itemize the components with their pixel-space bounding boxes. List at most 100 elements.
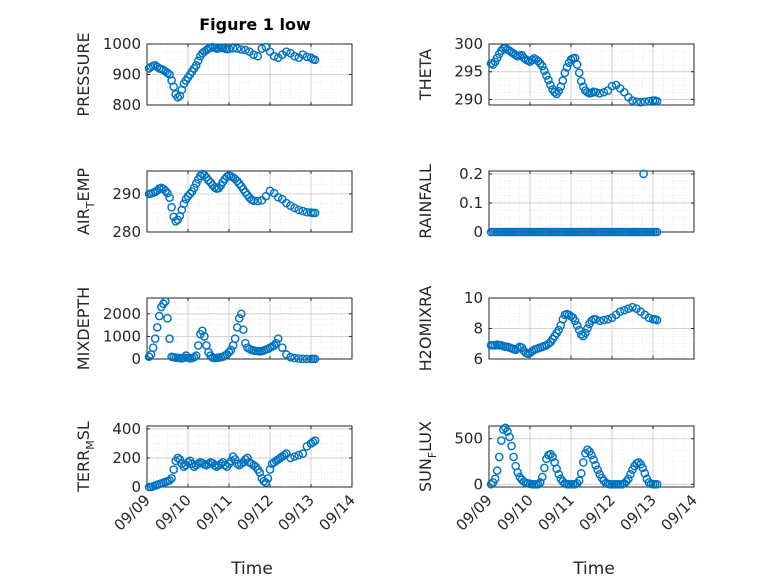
data-point: [572, 60, 582, 69]
data-point: [302, 207, 312, 217]
data-point: [161, 186, 170, 196]
y-tick-label: 400: [112, 420, 141, 438]
data-point: [163, 188, 172, 198]
data-point: [282, 47, 291, 56]
y-tick-label: 2000: [103, 305, 141, 323]
data-point: [228, 43, 238, 53]
data-point: [167, 473, 176, 483]
data-point: [269, 51, 279, 61]
data-point: [607, 81, 617, 91]
data-point: [273, 193, 283, 202]
data-point: [644, 96, 654, 106]
data-point: [243, 453, 252, 463]
data-point: [535, 478, 545, 487]
data-point: [191, 179, 201, 188]
data-point: [255, 468, 265, 477]
x-tick-label: 09/14: [316, 491, 359, 534]
data-point: [310, 208, 320, 218]
data-point: [591, 460, 600, 470]
data-point: [200, 332, 209, 341]
data-point: [554, 86, 564, 96]
data-point: [581, 328, 590, 338]
y-tick-label: 10: [464, 289, 483, 307]
data-point: [544, 75, 553, 85]
data-point: [644, 313, 654, 323]
data-point: [261, 191, 271, 201]
x-axis-label-left: Time: [230, 559, 273, 579]
y-axis-label-main: PRESSURE: [74, 32, 93, 116]
data-point: [290, 51, 299, 61]
data-point: [165, 476, 174, 485]
data-point: [554, 469, 564, 479]
data-point: [548, 452, 557, 462]
data-point: [152, 323, 162, 332]
data-point: [173, 93, 183, 102]
y-axis-label: AIRTEMP: [74, 168, 97, 235]
data-point: [290, 203, 299, 213]
data-point: [626, 469, 635, 479]
y-axis-label: TERRMSL: [74, 421, 97, 493]
data-point: [576, 469, 586, 478]
y-axis-label-tail: LUX: [416, 421, 435, 452]
subplot-1: 800 900 1000 PRESSURE: [74, 32, 353, 117]
x-tick-label: 09/11: [193, 491, 236, 534]
data-point: [204, 459, 213, 469]
y-tick-label: 0: [473, 475, 483, 493]
data-point: [499, 425, 508, 434]
data-point: [554, 325, 564, 335]
data-point: [572, 321, 582, 330]
data-point: [230, 455, 240, 464]
data-point: [562, 62, 572, 72]
data-point: [286, 201, 295, 210]
data-point: [513, 468, 523, 477]
data-point: [583, 324, 592, 333]
data-point: [507, 441, 516, 451]
data-point: [200, 170, 209, 180]
data-point: [179, 199, 189, 209]
y-tick-label: 1000: [103, 327, 141, 345]
data-point: [234, 314, 244, 323]
data-point: [193, 56, 203, 66]
data-point: [193, 459, 203, 469]
data-point: [193, 341, 203, 350]
y-tick-label: 500: [454, 430, 483, 448]
y-tick-label: 800: [112, 96, 141, 114]
data-point: [310, 436, 320, 445]
data-point: [587, 316, 596, 326]
data-point: [241, 45, 250, 55]
y-axis-label: SUNFLUX: [416, 421, 439, 492]
data-point: [558, 315, 568, 324]
y-axis-label-main: MIXDEPTH: [74, 287, 93, 370]
y-tick-label: 200: [112, 449, 141, 467]
data-point: [198, 458, 207, 468]
data-point: [249, 196, 258, 206]
data-point: [527, 55, 537, 65]
y-axis-label-subscript: T: [84, 201, 97, 209]
data-point: [144, 352, 154, 362]
y-tick-label: 0: [473, 223, 483, 241]
data-point: [593, 465, 602, 475]
y-axis-label-main: TERR: [74, 450, 93, 493]
data-point: [148, 343, 158, 353]
data-point: [179, 353, 189, 362]
y-tick-label: 300: [454, 35, 483, 53]
data-point: [560, 68, 570, 78]
data-point: [306, 53, 316, 63]
data-point: [505, 432, 514, 442]
data-point: [195, 171, 205, 181]
data-point: [163, 314, 172, 323]
data-point: [302, 354, 312, 364]
data-point: [161, 297, 170, 306]
y-tick-label: 290: [454, 90, 483, 108]
data-point: [253, 196, 263, 206]
data-point: [294, 205, 304, 215]
data-point: [150, 334, 160, 343]
data-point: [189, 352, 199, 362]
x-tick-label: 09/14: [658, 491, 701, 534]
y-tick-label: 0.2: [459, 165, 483, 183]
data-point: [298, 449, 308, 458]
data-point: [239, 325, 248, 334]
y-axis-label-main: SUN: [416, 458, 435, 492]
data-point: [538, 61, 547, 71]
